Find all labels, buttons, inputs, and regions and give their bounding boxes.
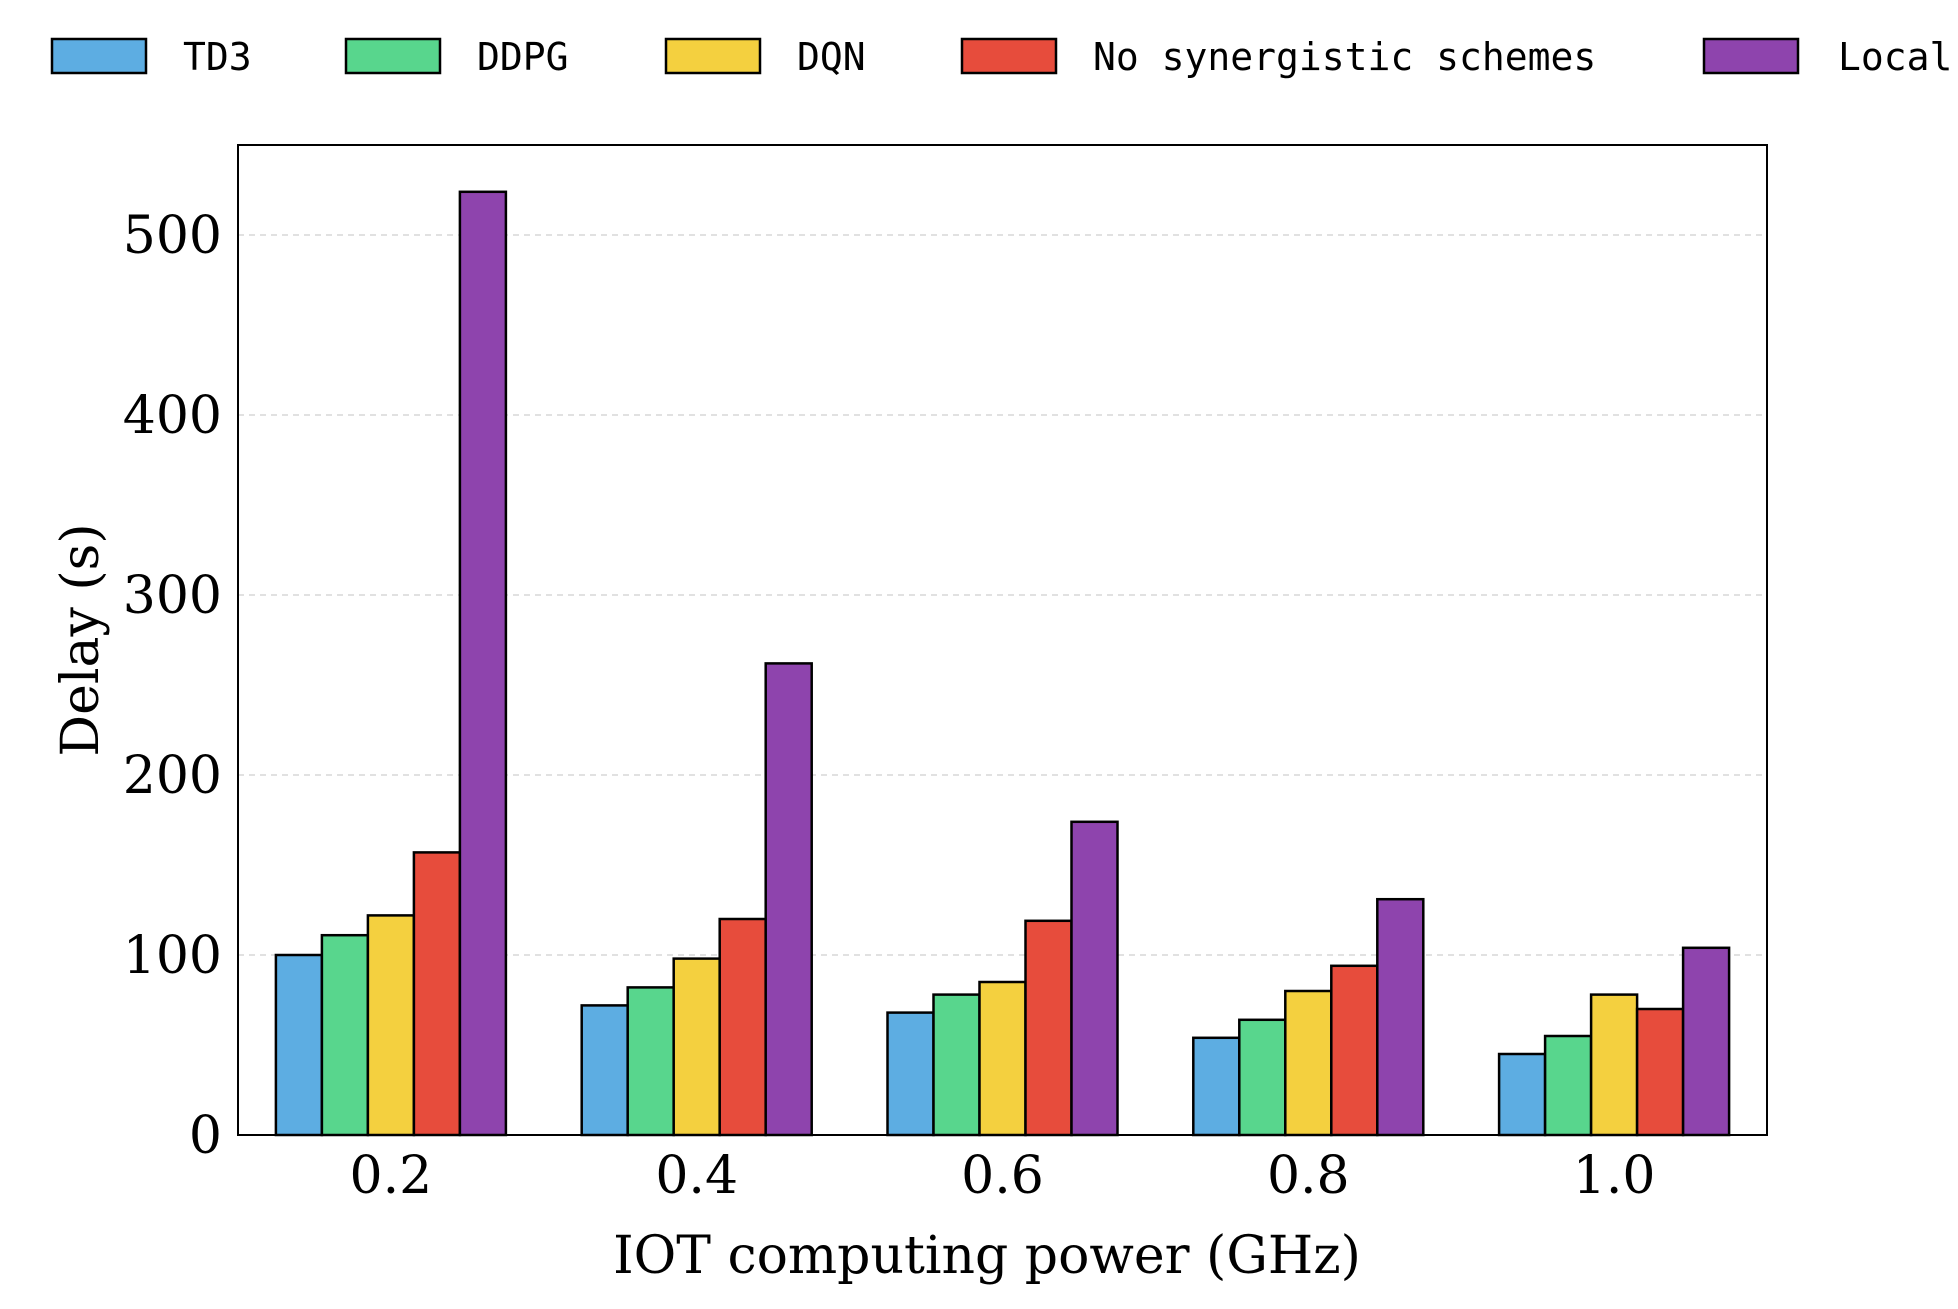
- bar-dqn-1_0: [1589, 993, 1639, 1137]
- y-tick-label: 500: [123, 206, 222, 266]
- y-tick-label: 300: [123, 566, 222, 626]
- bar-local-0_2: [458, 190, 508, 1137]
- bar-dqn-0_6: [978, 980, 1027, 1137]
- bar-td3-0_8: [1192, 1036, 1241, 1137]
- legend-label-no-synergistic-schemes: No synergistic schemes: [1093, 35, 1596, 79]
- bar-ddpg-0_6: [932, 993, 981, 1137]
- plot-frame: [237, 144, 1768, 1136]
- bar-dqn-0_4: [672, 957, 721, 1137]
- bar-dqn-0_2: [366, 914, 416, 1137]
- legend-swatch-dqn: [664, 37, 762, 75]
- bar-no-synergistic-schemes-0_8: [1330, 964, 1379, 1137]
- bar-ddpg-0_4: [626, 986, 675, 1137]
- x-tick-label: 1.0: [1573, 1146, 1656, 1206]
- legend-label-dqn: DQN: [797, 35, 866, 79]
- legend-swatch-td3: [50, 37, 148, 75]
- y-tick-label: 400: [123, 386, 222, 446]
- y-tick-label: 200: [123, 746, 222, 806]
- bar-ddpg-0_2: [320, 933, 370, 1137]
- bar-local-1_0: [1681, 946, 1731, 1137]
- bar-no-synergistic-schemes-0_2: [412, 851, 462, 1137]
- legend-swatch-local: [1702, 37, 1800, 75]
- x-axis-ticks: 0.2 0.4 0.6 0.8 1.0: [350, 1146, 1656, 1206]
- y-tick-label: 0: [189, 1106, 222, 1166]
- bar-ddpg-0_8: [1238, 1018, 1287, 1137]
- bar-td3-1_0: [1497, 1052, 1547, 1137]
- x-axis-title: IOT computing power (GHz): [613, 1226, 1361, 1286]
- bar-local-0_4: [764, 662, 813, 1137]
- bar-no-synergistic-schemes-1_0: [1635, 1007, 1685, 1137]
- y-tick-label: 100: [123, 926, 222, 986]
- y-axis-title: Delay (s): [51, 523, 111, 756]
- y-axis-ticks: 0 100 200 300 400 500: [123, 206, 222, 1166]
- legend-swatch-ddpg: [344, 37, 442, 75]
- bars: [274, 190, 1731, 1137]
- x-tick-label: 0.4: [655, 1146, 738, 1206]
- x-tick-label: 0.6: [961, 1146, 1044, 1206]
- bar-local-0_8: [1376, 897, 1425, 1137]
- legend-swatch-no-synergistic-schemes: [960, 37, 1058, 75]
- bar-ddpg-1_0: [1543, 1034, 1593, 1137]
- bar-td3-0_2: [274, 953, 324, 1137]
- bar-local-0_6: [1070, 820, 1119, 1137]
- legend: TD3 DDPG DQN No synergistic schemes Loca…: [50, 35, 1952, 79]
- x-tick-label: 0.8: [1267, 1146, 1350, 1206]
- legend-label-td3: TD3: [183, 35, 252, 79]
- bar-no-synergistic-schemes-0_4: [718, 917, 767, 1137]
- bar-dqn-0_8: [1284, 989, 1333, 1137]
- legend-label-local: Local: [1838, 35, 1952, 79]
- bar-td3-0_6: [886, 1011, 935, 1137]
- bar-no-synergistic-schemes-0_6: [1024, 919, 1073, 1137]
- bar-td3-0_4: [580, 1004, 629, 1137]
- x-tick-label: 0.2: [350, 1146, 433, 1206]
- legend-label-ddpg: DDPG: [477, 35, 569, 79]
